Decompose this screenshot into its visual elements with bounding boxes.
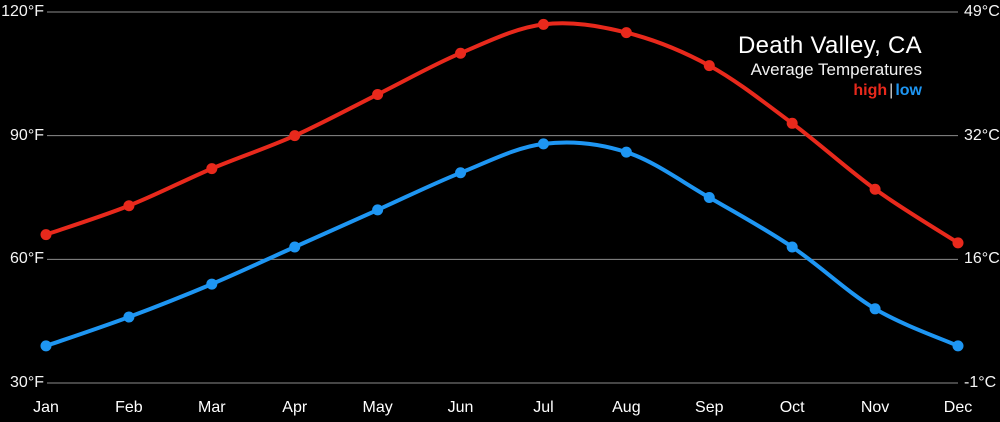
high-point-jan [40, 229, 52, 241]
low-point-jul [537, 138, 549, 150]
high-point-nov [869, 183, 881, 195]
high-series-line [44, 21, 960, 245]
high-point-dec [952, 237, 964, 249]
low-point-oct [786, 241, 798, 253]
right-axis-label-16c: 16°C [964, 250, 1000, 268]
legend-low-label: low [895, 82, 922, 99]
left-axis-label-90f: 90°F [10, 126, 44, 144]
legend-separator: | [889, 82, 894, 99]
x-axis-label-sep: Sep [695, 399, 724, 416]
x-axis-label-apr: Apr [282, 399, 308, 416]
high-point-aug [620, 27, 632, 39]
chart-header: Death Valley, CA Average Temperatures hi… [738, 33, 922, 100]
x-axis-label-nov: Nov [860, 399, 890, 416]
x-axis-label-aug: Aug [612, 399, 641, 416]
left-axis-label-120f: 120°F [1, 3, 44, 20]
x-axis-label-dec: Dec [943, 399, 973, 416]
legend: high | low [738, 82, 922, 100]
x-axis-label-may: May [362, 399, 393, 416]
high-point-feb [123, 200, 135, 212]
right-axis-label-32c: 32°C [964, 126, 1000, 144]
high-point-sep [703, 60, 715, 72]
low-point-sep [703, 192, 715, 203]
high-point-jun [455, 47, 467, 59]
x-axis-label-jun: Jun [447, 399, 474, 416]
right-axis-label-49c: 49°C [964, 3, 1000, 20]
low-point-jan [40, 340, 52, 352]
low-point-mar [206, 278, 218, 290]
high-point-mar [206, 163, 218, 175]
x-axis-label-jul: Jul [533, 399, 554, 416]
x-axis-label-jan: Jan [33, 399, 59, 416]
high-point-jul [537, 18, 549, 30]
left-axis-label-60f: 60°F [10, 250, 44, 268]
low-point-dec [952, 340, 964, 352]
chart-subtitle: Average Temperatures [750, 60, 922, 79]
x-axis-label-oct: Oct [779, 399, 805, 416]
chart-title: Death Valley, CA [738, 32, 922, 59]
low-point-apr [289, 241, 301, 253]
low-point-nov [869, 303, 881, 315]
x-axis-label-feb: Feb [115, 399, 143, 416]
low-point-jun [455, 167, 467, 179]
high-point-oct [786, 117, 798, 129]
low-point-feb [123, 311, 135, 323]
high-point-apr [289, 130, 301, 142]
x-axis-label-mar: Mar [198, 399, 226, 416]
low-point-aug [620, 146, 632, 158]
left-axis-label-30f: 30°F [10, 374, 44, 391]
low-series-line [44, 140, 960, 348]
low-point-may [372, 204, 384, 216]
right-axis-label--1c: -1°C [964, 374, 997, 391]
high-point-may [372, 88, 384, 100]
legend-high-label: high [853, 82, 888, 99]
